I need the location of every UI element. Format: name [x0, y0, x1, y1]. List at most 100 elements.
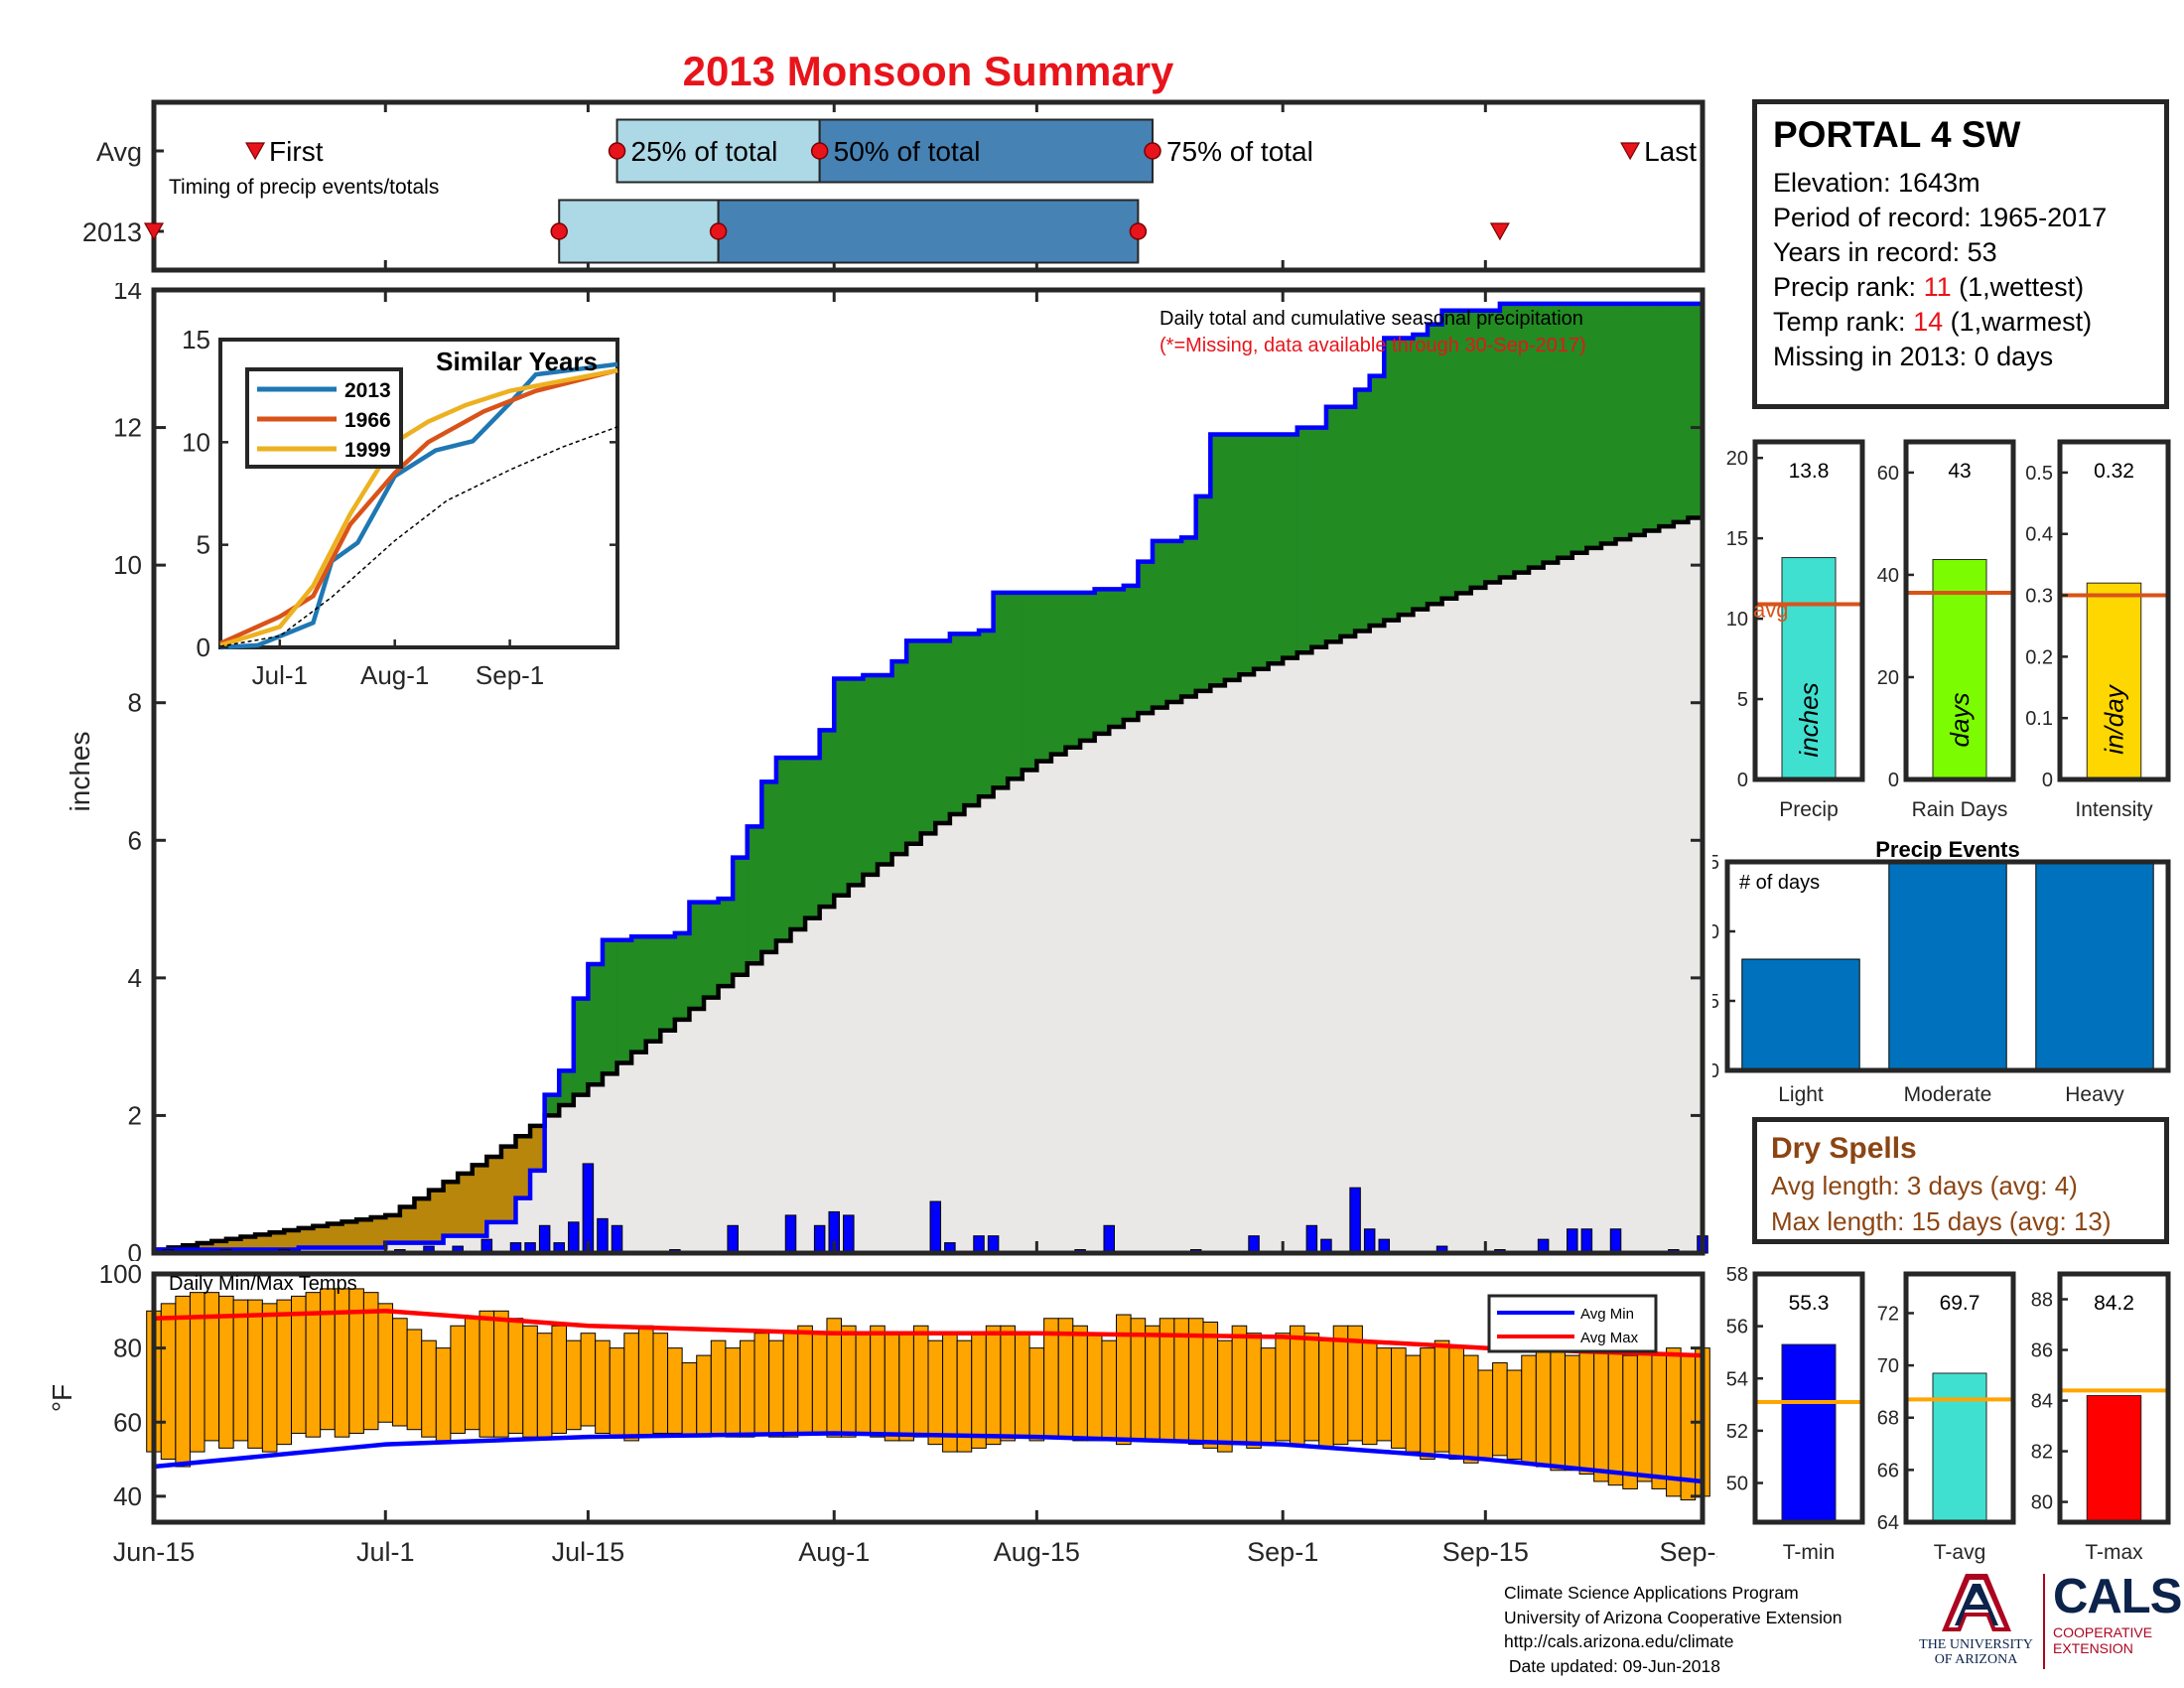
temp-rank-value: 14: [1913, 307, 1944, 337]
above-average-area: [660, 936, 676, 1031]
xtick-label: Jul-15: [552, 1537, 625, 1567]
timing-label-75: 75% of total: [1166, 136, 1313, 167]
main-ytick-label: 12: [113, 413, 142, 443]
main-ytick-label: 4: [128, 963, 142, 993]
summary-ytick-label: 15: [1726, 528, 1748, 550]
avg-cumulative-area: [154, 517, 1703, 1253]
timing-first-last-marker: [1489, 222, 1510, 241]
above-average-area: [631, 936, 647, 1053]
daily-temp-bar: [421, 1339, 437, 1438]
below-average-area: [341, 1221, 357, 1248]
cumulative-precip-chart: 0 2 4 6 8 10 12 14 inches Daily total and cumulat…: [65, 283, 1708, 1261]
temp-rank-suffix: (1,warmest): [1943, 307, 2093, 337]
summary-ytick-label: 54: [1726, 1368, 1748, 1390]
above-average-area: [1673, 303, 1690, 522]
summary-frame-intensity: [2057, 439, 2171, 782]
above-average-area: [993, 592, 1009, 788]
summary-ytick-label: 0.1: [2025, 708, 2053, 730]
daily-temp-bar: [652, 1333, 669, 1434]
below-average-area: [298, 1227, 314, 1248]
above-average-area: [1325, 406, 1342, 642]
station-years: Years in record: 53: [1773, 237, 1997, 267]
above-average-area: [674, 932, 691, 1020]
daily-temp-bar: [1014, 1333, 1030, 1438]
precip-rank-prefix: Precip rank:: [1773, 272, 1924, 302]
daily-temp-bar: [1651, 1354, 1668, 1489]
timing-row-label-avg: Avg: [96, 137, 142, 167]
daily-temp-bar: [1086, 1333, 1103, 1442]
dry-spells-title: Dry Spells: [1771, 1132, 1917, 1165]
timing-quantile-marker: [1144, 142, 1161, 160]
timing-first-last-marker: [1620, 142, 1641, 161]
summary-ytick-label: 72: [1877, 1303, 1899, 1325]
timing-chart: Avg 2013 25% of total 50% of total 75% of to…: [82, 99, 1706, 273]
summary-label-t-avg: T-avg: [1934, 1541, 1986, 1564]
daily-temp-bar: [753, 1333, 770, 1434]
station-period: Period of record: 1965-2017: [1773, 203, 2108, 232]
daily-temp-bar: [1477, 1369, 1494, 1461]
timing-quantile-marker: [550, 222, 568, 240]
timing-box-25-50: [615, 118, 821, 184]
above-average-area: [1123, 585, 1140, 721]
main-ytick-label: 10: [113, 550, 142, 580]
above-average-area: [1600, 303, 1617, 544]
summary-ytick-label: 88: [2031, 1290, 2053, 1312]
daily-precip-bar: [929, 1200, 942, 1254]
inset-ytick-label: 10: [182, 427, 210, 457]
daily-temp-bar: [1666, 1347, 1682, 1497]
daily-precip-bar: [582, 1163, 595, 1254]
daily-temp-bar: [464, 1318, 480, 1431]
daily-temp-bar: [291, 1295, 307, 1434]
summary-ytick-label: 0: [1888, 770, 1899, 791]
daily-temp-bar: [1057, 1318, 1074, 1438]
daily-temp-bar: [870, 1325, 886, 1438]
summary-bar-t-max: [2086, 1394, 2142, 1523]
above-average-area: [877, 675, 893, 865]
avg-max-line: [153, 1309, 1704, 1358]
daily-temp-bar: [855, 1333, 872, 1434]
daily-temp-bar: [232, 1299, 249, 1442]
summary-ytick-label: 70: [1877, 1355, 1899, 1377]
summary-label-rain-days: Rain Days: [1912, 798, 2008, 821]
daily-temp-bar: [782, 1333, 799, 1438]
timing-label-first: First: [269, 136, 324, 167]
cals-logo: CALS COOPERATIVE EXTENSION: [2053, 1569, 2182, 1656]
above-average-area: [1008, 592, 1024, 779]
above-average-area: [1441, 310, 1457, 599]
credits-line-4: Date updated: 09-Jun-2018: [1504, 1655, 1720, 1676]
timing-quantile-marker: [608, 142, 626, 160]
below-average-area: [486, 1157, 502, 1222]
below-average-area: [458, 1173, 474, 1236]
daily-temp-bar: [768, 1339, 784, 1438]
below-average-area: [414, 1198, 430, 1243]
daily-temp-bar: [160, 1303, 177, 1461]
temp-rank-prefix: Temp rank:: [1773, 307, 1914, 337]
events-ytick-label: 5: [1712, 991, 1719, 1013]
above-average-area: [1065, 592, 1081, 748]
main-ytick-label: 6: [128, 825, 142, 855]
above-average-area: [1138, 561, 1154, 714]
summary-frame-precip: [1752, 439, 1865, 782]
daily-temp-bar: [1607, 1347, 1624, 1486]
daily-temp-bar: [175, 1295, 191, 1468]
daily-precip-bar: [843, 1214, 855, 1254]
daily-precip-bar: [1305, 1224, 1318, 1254]
daily-temp-bar: [696, 1354, 712, 1438]
temp-ytick-label: 40: [113, 1481, 142, 1511]
below-average-area: [515, 1136, 531, 1198]
daily-temp-bar: [1376, 1347, 1393, 1442]
above-average-area: [573, 998, 589, 1095]
below-average-area: [356, 1219, 372, 1248]
events-ytick-label: 15: [1712, 852, 1719, 874]
daily-precip-bar: [597, 1217, 609, 1254]
above-average-area: [689, 902, 705, 1010]
daily-temp-bar: [1303, 1333, 1320, 1442]
dry-spells-max-length: Max length: 15 days (avg: 13): [1771, 1206, 2112, 1236]
summary-ytick-label: 20: [1726, 448, 1748, 470]
below-average-area: [500, 1146, 517, 1222]
university-of-arizona-logo: THE UNIVERSITY OF ARIZONA: [1914, 1572, 2038, 1676]
main-annotation-2: (*=Missing, data available through 30-Se…: [1160, 335, 1586, 356]
summary-value-intensity: 0.32: [2094, 460, 2134, 483]
precip-summary-bars: 0 5 10 15 20 13.8 Precip inches avg 0 20 40 60 43 Rain…: [1726, 439, 2171, 821]
